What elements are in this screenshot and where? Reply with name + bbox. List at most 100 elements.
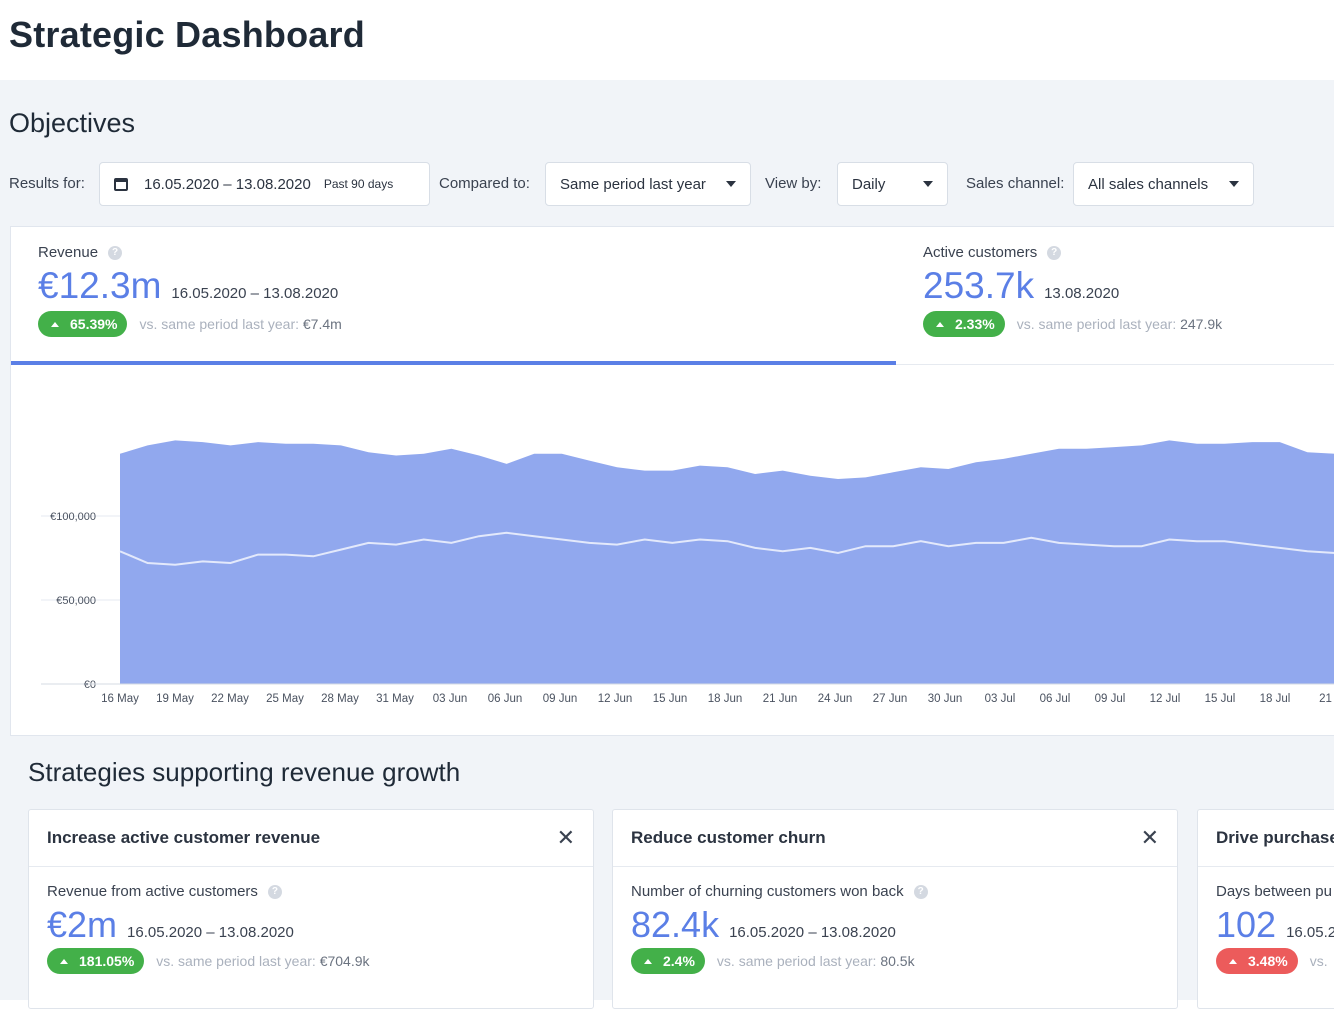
x-tick-label: 18 Jun xyxy=(708,693,743,705)
status-badge: 2.4% xyxy=(631,948,705,974)
help-icon[interactable]: ? xyxy=(913,884,928,899)
x-tick-label: 25 May xyxy=(266,693,304,705)
objectives-card: Revenue? €12.3m 16.05.2020 – 13.08.2020 … xyxy=(10,226,1334,736)
strategy-metric-value: 82.4k xyxy=(631,904,720,945)
strategy-card: Reduce customer churn ✕ Number of churni… xyxy=(612,809,1178,1009)
strategy-metric-label: Number of churning customers won back xyxy=(631,883,904,900)
close-icon[interactable]: ✕ xyxy=(1140,825,1159,850)
date-range-picker[interactable]: 16.05.2020 – 13.08.2020 Past 90 days xyxy=(99,162,430,206)
arrow-up-icon xyxy=(1229,958,1237,964)
comparison-text: vs. same period last year: xyxy=(139,316,299,332)
x-tick-label: 16 May xyxy=(101,693,139,705)
strategy-metric-date: 16.05.2020 – 13.08.2020 xyxy=(127,924,294,941)
customers-tab[interactable]: Active customers? 253.7k 13.08.2020 2.33… xyxy=(923,244,1222,337)
status-badge: 2.33% xyxy=(923,311,1005,337)
date-range-value: 16.05.2020 – 13.08.2020 xyxy=(144,175,311,193)
strategy-card: Drive purchase Days between pu 102 16.05… xyxy=(1197,809,1334,1009)
active-tab-indicator xyxy=(11,361,896,365)
chevron-down-icon xyxy=(923,181,933,187)
x-tick-label: 09 Jul xyxy=(1095,693,1126,705)
revenue-area xyxy=(120,440,1334,684)
y-tick-label: €0 xyxy=(84,679,96,691)
strategy-comparison: vs. same period last year: €704.9k xyxy=(156,953,369,969)
arrow-up-icon xyxy=(936,321,944,327)
x-tick-label: 15 Jun xyxy=(653,693,688,705)
revenue-change: 65.39% xyxy=(70,316,118,332)
x-tick-label: 28 May xyxy=(321,693,359,705)
comparison-value: 247.9k xyxy=(1180,316,1223,332)
arrow-up-icon xyxy=(60,958,68,964)
strategy-metric-label: Revenue from active customers xyxy=(47,883,258,900)
x-tick-label: 21 J xyxy=(1319,693,1334,705)
strategies-title: Strategies supporting revenue growth xyxy=(28,757,461,787)
comparison-text: vs. same period last year: xyxy=(1016,316,1177,332)
comparison-text: vs. same period last year: xyxy=(156,953,316,969)
strategy-change: 3.48% xyxy=(1248,953,1288,969)
help-icon[interactable]: ? xyxy=(1047,245,1062,260)
arrow-up-icon xyxy=(51,321,59,327)
help-icon[interactable]: ? xyxy=(108,245,123,260)
strategy-comparison: vs. same period last year: 80.5k xyxy=(717,953,915,969)
strategy-card: Increase active customer revenue ✕ Reven… xyxy=(28,809,594,1009)
comparison-line xyxy=(119,531,1334,566)
channel-value: All sales channels xyxy=(1088,175,1209,193)
section-title: Objectives xyxy=(9,108,136,138)
strategy-title: Drive purchase xyxy=(1216,828,1334,847)
page-title: Strategic Dashboard xyxy=(9,14,365,55)
calendar-icon xyxy=(114,177,128,191)
customers-value: 253.7k xyxy=(923,265,1035,306)
help-icon[interactable]: ? xyxy=(267,884,282,899)
customers-change: 2.33% xyxy=(955,316,995,332)
channel-label: Sales channel: xyxy=(966,175,1065,192)
strategy-change: 181.05% xyxy=(79,953,135,969)
x-tick-label: 18 Jul xyxy=(1260,693,1291,705)
strategy-card-header: Increase active customer revenue ✕ xyxy=(29,810,593,867)
x-tick-label: 19 May xyxy=(156,693,194,705)
x-tick-label: 27 Jun xyxy=(873,693,908,705)
y-tick-label: €50,000 xyxy=(56,595,96,607)
x-tick-label: 12 Jun xyxy=(598,693,633,705)
comparison-value: €7.4m xyxy=(302,316,342,332)
x-tick-label: 30 Jun xyxy=(928,693,963,705)
status-badge: 3.48% xyxy=(1216,948,1298,974)
customers-date: 13.08.2020 xyxy=(1044,285,1120,302)
strategy-metric-value: €2m xyxy=(47,904,118,945)
strategy-metric-date: 16.05.2 xyxy=(1286,924,1334,941)
strategy-title: Increase active customer revenue xyxy=(47,828,321,847)
viewby-label: View by: xyxy=(765,175,822,192)
comparison-value: 80.5k xyxy=(880,953,915,969)
chevron-down-icon xyxy=(726,181,736,187)
chevron-down-icon xyxy=(1229,181,1239,187)
revenue-date: 16.05.2020 – 13.08.2020 xyxy=(171,285,339,302)
viewby-value: Daily xyxy=(852,175,886,193)
x-tick-label: 21 Jun xyxy=(763,693,798,705)
x-tick-label: 03 Jul xyxy=(985,693,1016,705)
close-icon[interactable]: ✕ xyxy=(556,825,575,850)
compared-value: Same period last year xyxy=(560,175,706,193)
x-tick-label: 15 Jul xyxy=(1205,693,1236,705)
revenue-tab[interactable]: Revenue? €12.3m 16.05.2020 – 13.08.2020 … xyxy=(38,244,342,337)
arrow-up-icon xyxy=(644,958,652,964)
strategy-card-header: Reduce customer churn ✕ xyxy=(613,810,1177,867)
strategy-metric-label: Days between pu xyxy=(1216,883,1332,900)
x-tick-label: 22 May xyxy=(211,693,249,705)
channel-select[interactable]: All sales channels xyxy=(1073,162,1254,206)
x-tick-label: 31 May xyxy=(376,693,414,705)
viewby-select[interactable]: Daily xyxy=(837,162,948,206)
revenue-chart: €0 €50,000 €100,000 16 May 19 May 22 May 25 Ma… xyxy=(41,440,1334,705)
results-label: Results for: xyxy=(9,175,85,192)
compared-label: Compared to: xyxy=(439,175,530,192)
compared-select[interactable]: Same period last year xyxy=(545,162,751,206)
x-tick-label: 06 Jun xyxy=(488,693,523,705)
status-badge: 181.05% xyxy=(47,948,145,974)
revenue-comparison: vs. same period last year: €7.4m xyxy=(139,316,341,332)
x-tick-label: 24 Jun xyxy=(818,693,853,705)
status-badge: 65.39% xyxy=(38,311,128,337)
comparison-value: €704.9k xyxy=(319,953,370,969)
revenue-value: €12.3m xyxy=(38,265,162,306)
strategy-metric-value: 102 xyxy=(1216,904,1277,945)
x-tick-label: 12 Jul xyxy=(1150,693,1181,705)
comparison-text: vs. same period last year: xyxy=(716,953,877,969)
revenue-label: Revenue xyxy=(38,244,99,261)
x-tick-label: 06 Jul xyxy=(1040,693,1071,705)
